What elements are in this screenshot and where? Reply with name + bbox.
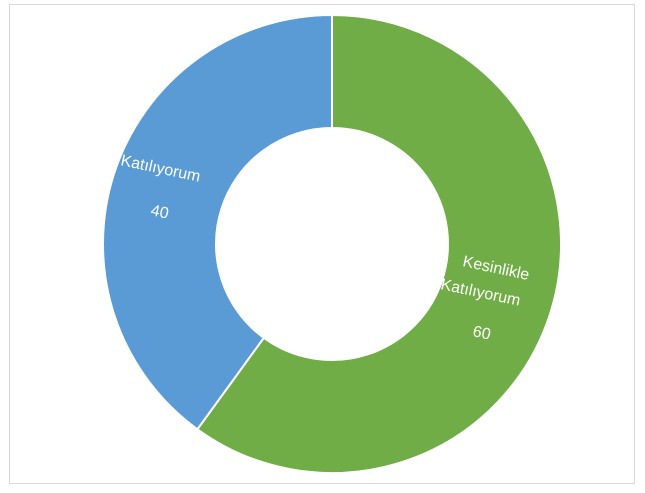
data-label-katiliyorum-value: 40 [149, 202, 170, 222]
data-label-kesinlikle-value: 60 [471, 323, 492, 343]
slice-kesinlikle-katılıyorum [195, 13, 562, 474]
slices-group [102, 13, 562, 474]
slice-katılıyorum [102, 13, 333, 431]
